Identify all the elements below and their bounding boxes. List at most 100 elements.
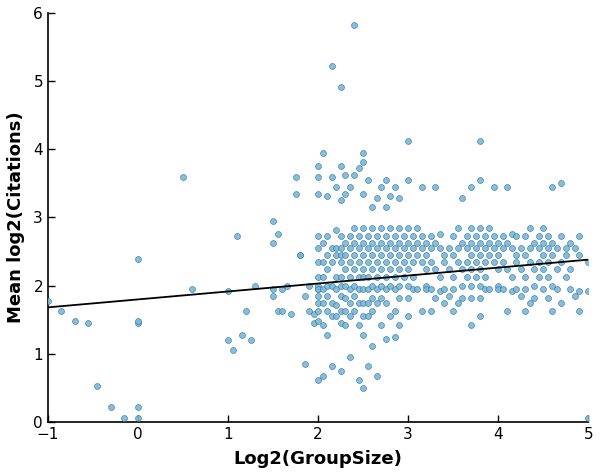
Point <box>268 217 278 225</box>
Point <box>277 308 287 315</box>
Point <box>444 292 454 300</box>
Point <box>502 308 512 315</box>
Point <box>489 244 499 252</box>
Point <box>286 310 296 318</box>
Point <box>336 83 346 90</box>
Point <box>430 183 440 190</box>
Point <box>484 239 494 247</box>
Point <box>282 282 292 289</box>
Point <box>300 360 310 368</box>
Point <box>336 197 346 204</box>
Point <box>354 233 364 240</box>
Point <box>349 292 359 300</box>
Point <box>327 244 337 252</box>
Point <box>133 414 143 422</box>
Point <box>403 137 413 145</box>
Point <box>570 292 580 300</box>
Point <box>475 313 485 320</box>
Point <box>295 251 305 259</box>
Point <box>372 274 382 281</box>
Point <box>444 265 454 272</box>
Point <box>376 251 386 259</box>
Point <box>430 239 440 247</box>
Point <box>462 233 472 240</box>
Point <box>313 376 323 383</box>
Point <box>372 244 382 252</box>
Point <box>430 294 440 302</box>
Point <box>574 308 584 315</box>
Point <box>318 285 328 293</box>
Point <box>475 265 485 272</box>
Point <box>435 244 445 252</box>
Point <box>480 285 490 293</box>
Point <box>322 282 332 289</box>
Point <box>327 62 337 70</box>
Point <box>133 255 143 263</box>
Point <box>466 251 476 259</box>
Point <box>363 274 373 281</box>
Point <box>313 317 323 325</box>
Point <box>385 224 395 231</box>
Point <box>439 251 449 259</box>
Point <box>381 285 391 293</box>
Point <box>394 294 404 302</box>
Point <box>399 258 409 266</box>
Point <box>318 239 328 247</box>
Point <box>583 258 593 266</box>
Point <box>561 244 571 252</box>
Point <box>484 224 494 231</box>
Point <box>534 233 544 240</box>
Point <box>313 285 323 293</box>
Point <box>354 285 364 293</box>
Point <box>390 183 400 190</box>
Point <box>435 274 445 281</box>
Point <box>390 233 400 240</box>
Point <box>318 321 328 329</box>
Point <box>466 321 476 329</box>
Point <box>354 321 364 329</box>
Point <box>376 294 386 302</box>
Point <box>475 294 485 302</box>
Point <box>56 308 66 315</box>
Point <box>399 244 409 252</box>
Point <box>547 282 557 289</box>
Point <box>363 258 373 266</box>
Point <box>223 287 233 295</box>
Point <box>363 299 373 306</box>
Point <box>223 336 233 344</box>
Point <box>322 265 332 272</box>
Point <box>327 258 337 266</box>
Point <box>367 294 377 302</box>
Point <box>471 233 481 240</box>
Point <box>277 285 287 293</box>
Point <box>358 149 368 156</box>
Point <box>295 251 305 259</box>
Point <box>394 265 404 272</box>
Point <box>565 285 575 293</box>
Point <box>313 233 323 240</box>
Point <box>381 176 391 184</box>
Point <box>318 274 328 281</box>
Point <box>520 251 530 259</box>
Point <box>133 319 143 327</box>
Point <box>493 239 503 247</box>
Point <box>484 251 494 259</box>
Point <box>363 313 373 320</box>
Point <box>376 321 386 329</box>
Point <box>408 233 418 240</box>
Point <box>403 313 413 320</box>
Point <box>439 285 449 293</box>
Point <box>354 299 364 306</box>
Point <box>493 282 503 289</box>
Point <box>327 299 337 306</box>
Point <box>417 244 427 252</box>
Point <box>331 183 341 190</box>
Point <box>408 285 418 293</box>
Point <box>385 192 395 200</box>
Point <box>538 239 548 247</box>
Point <box>313 162 323 170</box>
Point <box>363 244 373 252</box>
Point <box>133 317 143 325</box>
Point <box>538 224 548 231</box>
Point <box>349 239 359 247</box>
